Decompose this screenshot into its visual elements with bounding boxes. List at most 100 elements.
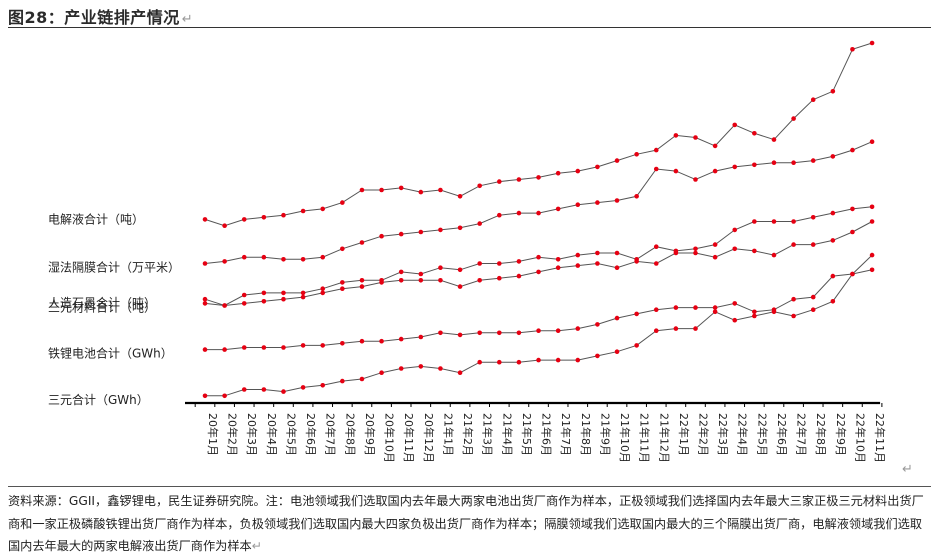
- series-label: 三元合计（GWh）: [48, 392, 149, 407]
- x-tick-label: 20年6月: [304, 413, 318, 456]
- data-point: [575, 357, 581, 363]
- data-point: [536, 357, 541, 363]
- data-point: [300, 290, 306, 296]
- data-point: [418, 334, 424, 340]
- data-point: [791, 296, 796, 302]
- data-point: [281, 296, 286, 302]
- figure-title: 图28：产业链排产情况 ↵: [8, 4, 193, 28]
- data-point: [653, 261, 659, 266]
- data-point: [438, 278, 443, 283]
- x-tick-label: 22年7月: [795, 413, 809, 456]
- data-point: [457, 332, 463, 338]
- data-point: [222, 303, 227, 308]
- series-label: 三元材料合计（吨）: [48, 299, 156, 314]
- data-point: [379, 338, 384, 344]
- data-point: [359, 240, 365, 245]
- data-point: [281, 290, 286, 296]
- data-point: [418, 271, 424, 277]
- data-point: [398, 336, 404, 342]
- data-point: [555, 357, 561, 363]
- data-point: [595, 164, 600, 170]
- data-point: [712, 143, 718, 149]
- data-point: [457, 225, 463, 231]
- data-point: [634, 259, 639, 264]
- data-point: [752, 309, 757, 315]
- data-point: [771, 160, 777, 165]
- x-tick-label: 21年5月: [520, 413, 534, 456]
- x-tick-label: 21年2月: [461, 413, 475, 456]
- x-tick-label: 20年8月: [343, 413, 357, 456]
- x-tick-label: 22年10月: [853, 413, 867, 463]
- data-point: [555, 328, 561, 334]
- data-point: [477, 261, 482, 266]
- data-point: [614, 265, 620, 270]
- x-tick-label: 22年2月: [697, 413, 711, 456]
- data-point: [732, 317, 738, 323]
- x-tick-label: 20年3月: [245, 413, 259, 456]
- data-point: [634, 311, 639, 317]
- data-point: [359, 278, 365, 283]
- data-point: [673, 250, 679, 256]
- data-point: [693, 250, 698, 256]
- data-point: [340, 280, 345, 285]
- data-point: [300, 343, 306, 348]
- data-point: [614, 250, 620, 256]
- data-point: [595, 200, 600, 205]
- data-point: [359, 338, 365, 344]
- data-point: [869, 204, 875, 210]
- data-point: [791, 116, 796, 121]
- x-tick-label: 21年3月: [481, 413, 495, 456]
- data-point: [673, 326, 679, 331]
- data-point: [712, 309, 718, 315]
- data-point: [438, 366, 443, 371]
- data-point: [595, 353, 600, 359]
- data-point: [222, 259, 227, 264]
- data-point: [752, 162, 757, 168]
- data-point: [241, 387, 247, 392]
- data-point: [418, 278, 424, 283]
- data-point: [634, 194, 639, 199]
- data-point: [712, 242, 718, 247]
- data-point: [477, 330, 482, 336]
- data-point: [202, 261, 208, 266]
- data-point: [712, 305, 718, 310]
- data-point: [595, 250, 600, 256]
- data-point: [222, 223, 227, 228]
- data-point: [810, 307, 816, 313]
- data-point: [810, 97, 816, 102]
- data-point: [261, 345, 267, 350]
- data-point: [830, 210, 836, 216]
- x-tick-label: 21年11月: [638, 413, 652, 463]
- data-point: [359, 284, 365, 289]
- data-point: [693, 177, 698, 182]
- data-point: [261, 290, 267, 296]
- x-tick-label: 20年12月: [422, 413, 436, 463]
- data-point: [555, 265, 561, 270]
- data-point: [555, 170, 561, 176]
- data-point: [320, 383, 326, 388]
- data-point: [261, 299, 267, 304]
- data-point: [791, 160, 796, 165]
- data-point: [830, 89, 836, 94]
- data-point: [202, 217, 208, 222]
- x-tick-label: 20年1月: [206, 413, 220, 456]
- data-point: [418, 364, 424, 369]
- data-point: [869, 219, 875, 224]
- x-tick-label: 22年8月: [814, 413, 828, 456]
- data-point: [732, 227, 738, 233]
- data-point: [477, 359, 482, 365]
- data-point: [653, 328, 659, 334]
- data-point: [850, 271, 855, 277]
- data-point: [202, 393, 208, 399]
- data-point: [300, 208, 306, 214]
- data-point: [300, 294, 306, 300]
- data-point: [300, 257, 306, 262]
- data-point: [340, 378, 345, 384]
- data-point: [516, 359, 522, 365]
- x-tick-label: 22年6月: [775, 413, 789, 456]
- series-label: 铁锂电池合计（GWh）: [48, 346, 173, 361]
- data-point: [614, 198, 620, 203]
- series-line: [204, 141, 873, 264]
- data-point: [320, 206, 326, 212]
- data-point: [497, 359, 502, 365]
